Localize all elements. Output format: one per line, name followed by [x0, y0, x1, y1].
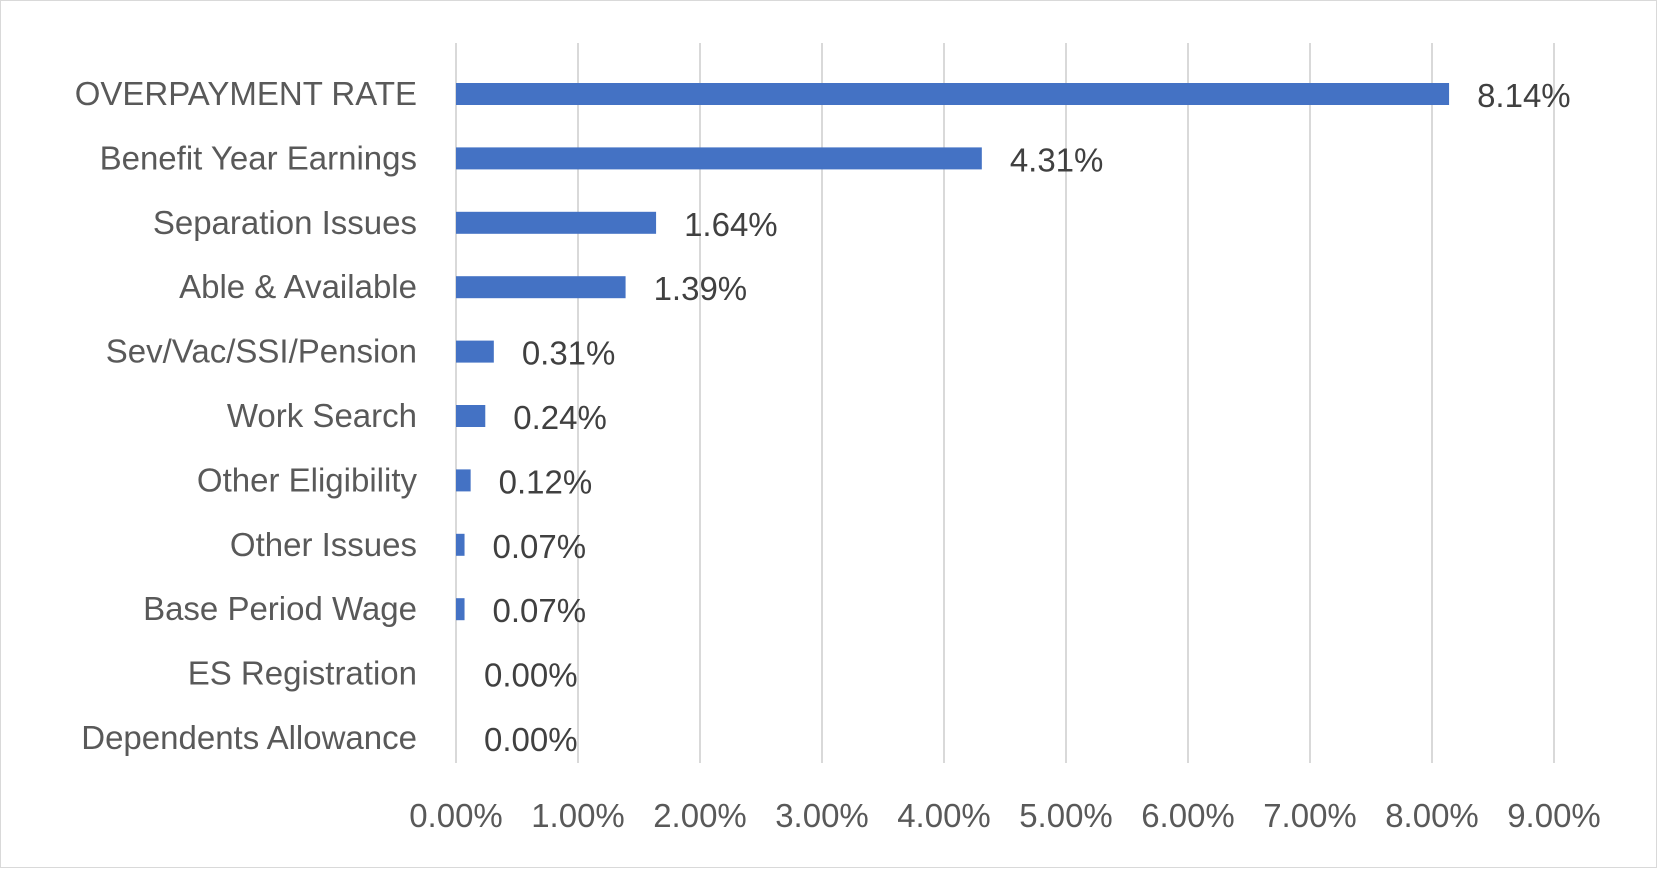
x-tick-label: 2.00%: [653, 797, 747, 834]
category-label: Dependents Allowance: [81, 719, 417, 756]
x-tick-label: 5.00%: [1019, 797, 1113, 834]
x-tick-label: 0.00%: [409, 797, 503, 834]
bar: [456, 340, 494, 363]
bar: [456, 83, 1450, 105]
bar: [456, 598, 465, 621]
category-labels: OVERPAYMENT RATE Benefit Year Earnings Sep…: [75, 75, 418, 756]
data-label: 4.31%: [1010, 141, 1104, 178]
x-tick-label: 1.00%: [531, 797, 625, 834]
data-label: 8.14%: [1477, 77, 1571, 114]
bar: [456, 469, 471, 492]
category-label: OVERPAYMENT RATE: [75, 75, 417, 112]
bar: [456, 276, 626, 299]
category-label: Other Issues: [230, 526, 417, 563]
x-tick-label: 8.00%: [1385, 797, 1479, 834]
x-tick-label: 7.00%: [1263, 797, 1357, 834]
data-label: 0.12%: [499, 463, 593, 500]
x-tick-label: 6.00%: [1141, 797, 1235, 834]
category-label: Base Period Wage: [143, 590, 417, 627]
category-label: Able & Available: [179, 268, 417, 305]
category-label: Sev/Vac/SSI/Pension: [106, 333, 417, 370]
data-label: 0.31%: [522, 335, 616, 372]
x-tick-label: 4.00%: [897, 797, 991, 834]
bar: [456, 533, 465, 556]
category-label: ES Registration: [188, 655, 417, 692]
data-labels: 8.14% 4.31% 1.64% 1.39% 0.31% 0.24% 0.12% 0.07%…: [484, 77, 1571, 758]
x-axis-tick-labels: 0.00% 1.00% 2.00% 3.00% 4.00% 5.00% 6.00% 7.00%…: [409, 797, 1601, 834]
data-label: 1.39%: [654, 270, 748, 307]
x-tick-label: 3.00%: [775, 797, 869, 834]
category-label: Benefit Year Earnings: [100, 139, 417, 176]
data-label: 0.24%: [513, 399, 607, 436]
data-label: 0.00%: [484, 721, 578, 758]
data-label: 0.00%: [484, 657, 578, 694]
category-label: Other Eligibility: [197, 461, 418, 498]
bar: [456, 211, 657, 234]
data-label: 1.64%: [684, 206, 778, 243]
x-tick-label: 9.00%: [1507, 797, 1601, 834]
data-label: 0.07%: [493, 528, 587, 565]
bars: [456, 83, 1450, 621]
category-label: Work Search: [227, 397, 417, 434]
category-label: Separation Issues: [153, 204, 417, 241]
bar: [456, 147, 982, 170]
bar: [456, 405, 486, 427]
data-label: 0.07%: [493, 592, 587, 629]
